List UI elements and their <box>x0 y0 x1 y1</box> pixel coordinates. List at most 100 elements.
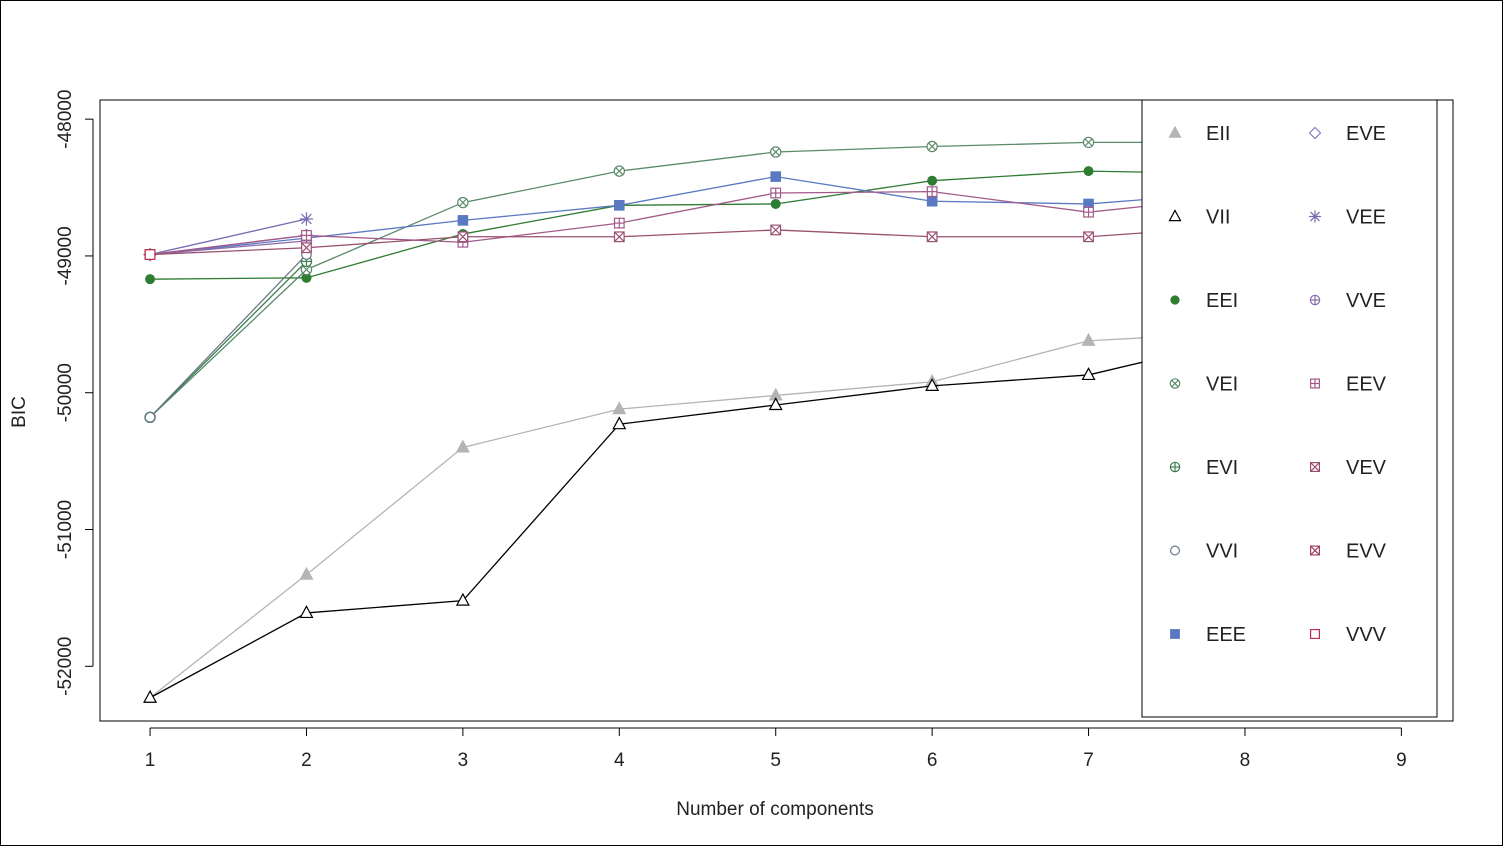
point-eei-7 <box>1083 166 1094 177</box>
legend-item-eii: EII <box>1168 123 1230 145</box>
y-tick-label-2: -50000 <box>55 363 76 422</box>
point-vei-3 <box>457 196 469 209</box>
legend-symbol-vee <box>1308 210 1322 223</box>
x-tick-label-7: 8 <box>1240 750 1251 771</box>
series-line-vei <box>149 141 1245 418</box>
series-vve <box>144 235 313 261</box>
x-tick-label-5: 6 <box>927 750 938 771</box>
y-axis: -48000 -49000 -50000 -51000 -52000 <box>55 90 94 696</box>
legend: EII VII EEI VEI EVI VVI EEE EVE VEE VVE EEV VEV EVV V… <box>1141 99 1438 718</box>
legend-item-vvi: VVI <box>1169 541 1238 563</box>
legend-symbol-vvi <box>1169 545 1180 556</box>
point-vei-5 <box>770 146 782 158</box>
series-vvv <box>144 249 156 260</box>
legend-item-evv: EVV <box>1309 541 1387 563</box>
legend-box <box>1141 99 1438 718</box>
legend-symbol-evv <box>1309 545 1320 556</box>
series-line-eei <box>150 170 1245 280</box>
point-vvv-1 <box>144 249 156 260</box>
legend-symbol-vei <box>1169 378 1181 389</box>
point-vev-7 <box>1083 231 1094 243</box>
x-tick-label-8: 9 <box>1396 750 1407 771</box>
y-tick-label-3: -51000 <box>55 500 76 559</box>
legend-item-vei: VEI <box>1169 374 1238 396</box>
legend-label-vii: VII <box>1206 207 1230 229</box>
series-line-vve <box>149 240 307 256</box>
point-eee-4 <box>614 200 625 211</box>
y-tick-label-1: -49000 <box>55 226 76 285</box>
series-line-vvi <box>149 254 307 418</box>
series-eii <box>143 331 1246 703</box>
series-line-evi <box>149 260 307 418</box>
point-eii-2 <box>299 566 314 580</box>
point-eii-4 <box>612 401 627 415</box>
legend-label-evi: EVI <box>1206 457 1238 479</box>
legend-label-vev: VEV <box>1346 457 1387 479</box>
point-vii-5 <box>768 397 783 411</box>
x-tick-label-0: 1 <box>145 750 156 771</box>
legend-item-evi: EVI <box>1169 457 1238 479</box>
point-eii-3 <box>455 439 470 453</box>
point-eee-3 <box>457 215 469 226</box>
point-eev-6 <box>926 186 938 198</box>
point-vei-2 <box>300 263 313 276</box>
legend-label-vei: VEI <box>1206 374 1238 396</box>
point-vei-4 <box>613 165 626 177</box>
point-vii-7 <box>1081 367 1096 381</box>
legend-item-eev: EEV <box>1309 374 1387 396</box>
point-eev-4 <box>613 217 625 229</box>
legend-label-eei: EEI <box>1206 290 1238 312</box>
x-tick-label-4: 5 <box>770 750 781 771</box>
legend-label-eev: EEV <box>1346 374 1387 396</box>
legend-label-vve: VVE <box>1346 290 1386 312</box>
point-vev-5 <box>770 224 782 236</box>
x-axis-label: Number of components <box>676 799 874 820</box>
point-vev-6 <box>926 231 938 243</box>
x-tick-label-1: 2 <box>301 750 312 771</box>
point-vee-2 <box>299 212 314 226</box>
series-line-vev <box>150 225 1246 256</box>
point-vei-7 <box>1082 136 1095 149</box>
x-tick-label-6: 7 <box>1083 750 1094 771</box>
point-vvi-1 <box>144 411 156 423</box>
legend-symbol-vii <box>1168 209 1182 222</box>
point-vev-2 <box>301 242 312 254</box>
legend-label-vvi: VVI <box>1206 541 1238 563</box>
series-line-eev <box>149 190 1246 256</box>
legend-label-eee: EEE <box>1206 624 1246 646</box>
series-line-eee <box>149 175 1246 256</box>
point-eii-7 <box>1081 332 1096 346</box>
point-eev-2 <box>301 230 312 241</box>
point-vei-6 <box>926 140 938 153</box>
legend-item-vii: VII <box>1168 207 1230 229</box>
x-axis: 1 2 3 4 5 6 7 8 9 <box>145 727 1407 771</box>
legend-label-eve: EVE <box>1346 123 1386 145</box>
legend-item-vev: VEV <box>1309 457 1387 479</box>
series-vvi <box>144 249 312 423</box>
point-eee-6 <box>926 195 938 207</box>
legend-symbol-eii <box>1168 125 1182 138</box>
point-vev-4 <box>613 231 625 243</box>
legend-symbol-eev <box>1309 378 1320 389</box>
x-tick-label-2: 3 <box>458 750 469 771</box>
legend-label-vee: VEE <box>1346 207 1386 229</box>
series-line-vii <box>149 337 1246 699</box>
series-vii <box>143 337 1246 703</box>
legend-item-eee: EEE <box>1170 624 1246 646</box>
legend-item-vve: VVE <box>1309 290 1386 312</box>
x-tick-label-3: 4 <box>614 750 625 771</box>
legend-symbol-eei <box>1170 295 1180 305</box>
y-axis-label: BIC <box>9 396 30 428</box>
legend-symbol-vev <box>1309 462 1320 473</box>
point-eee-5 <box>770 171 782 182</box>
point-eev-5 <box>770 187 782 199</box>
point-vii-6 <box>925 378 940 391</box>
series-line-vee <box>149 218 307 256</box>
point-vev-3 <box>457 231 469 243</box>
legend-symbol-eee <box>1170 629 1180 639</box>
series-layer <box>143 136 1246 703</box>
legend-label-vvv: VVV <box>1346 624 1387 646</box>
legend-symbol-eve <box>1308 126 1322 140</box>
